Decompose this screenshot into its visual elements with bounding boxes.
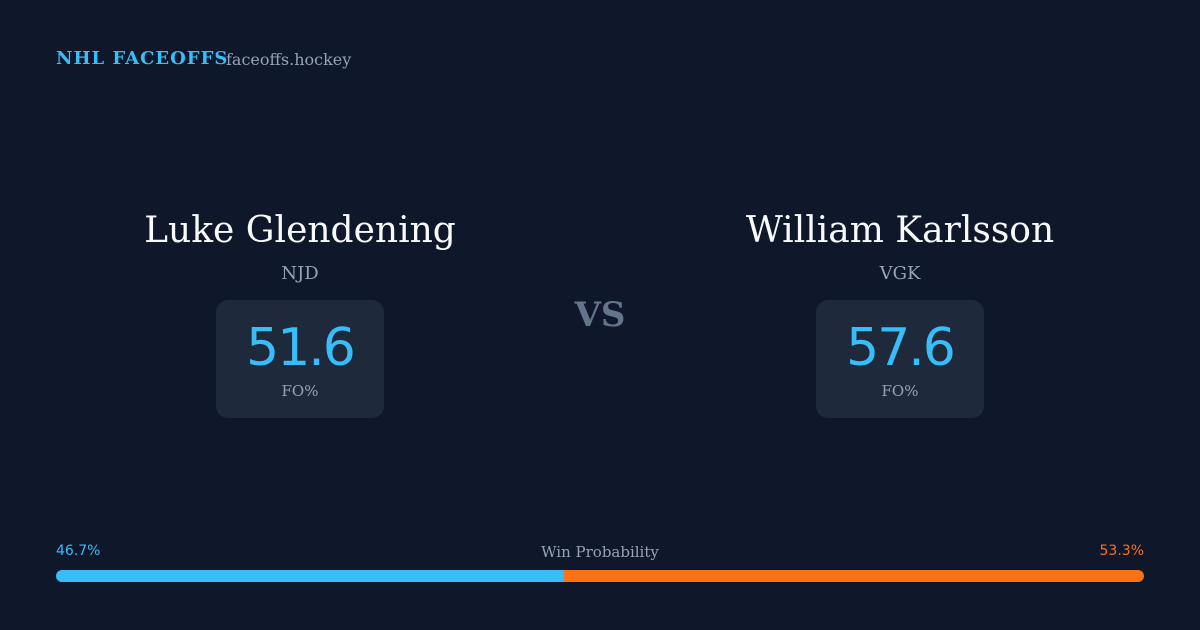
win-prob-title: Win Probability [541,543,659,561]
win-prob-right: 53.3% [1099,543,1144,559]
team: NJD [281,263,319,284]
player-panel: William Karlsson VGK 57.6 FO% [660,205,1140,418]
vs: VS [574,295,626,335]
fo-pct: 51.6 [246,318,356,378]
fo-label: FO% [881,382,919,400]
win-prob-bar [56,570,1144,582]
win-prob-segment [564,570,1144,582]
team: VGK [879,263,921,284]
fo-pct: 57.6 [846,318,956,378]
stat-box: 57.6 FO% [816,300,984,418]
win-prob-left: 46.7% [56,543,101,559]
player-name: Luke Glendening [144,210,456,251]
player-name: William Karlsson [745,210,1055,251]
brand: NHL FACEOFFS [56,48,229,69]
win-prob-segment [56,570,565,582]
fo-label: FO% [281,382,319,400]
stat-box: 51.6 FO% [216,300,384,418]
site: faceoffs.hockey [226,50,352,69]
player-panel: Luke Glendening NJD 51.6 FO% [60,205,540,418]
